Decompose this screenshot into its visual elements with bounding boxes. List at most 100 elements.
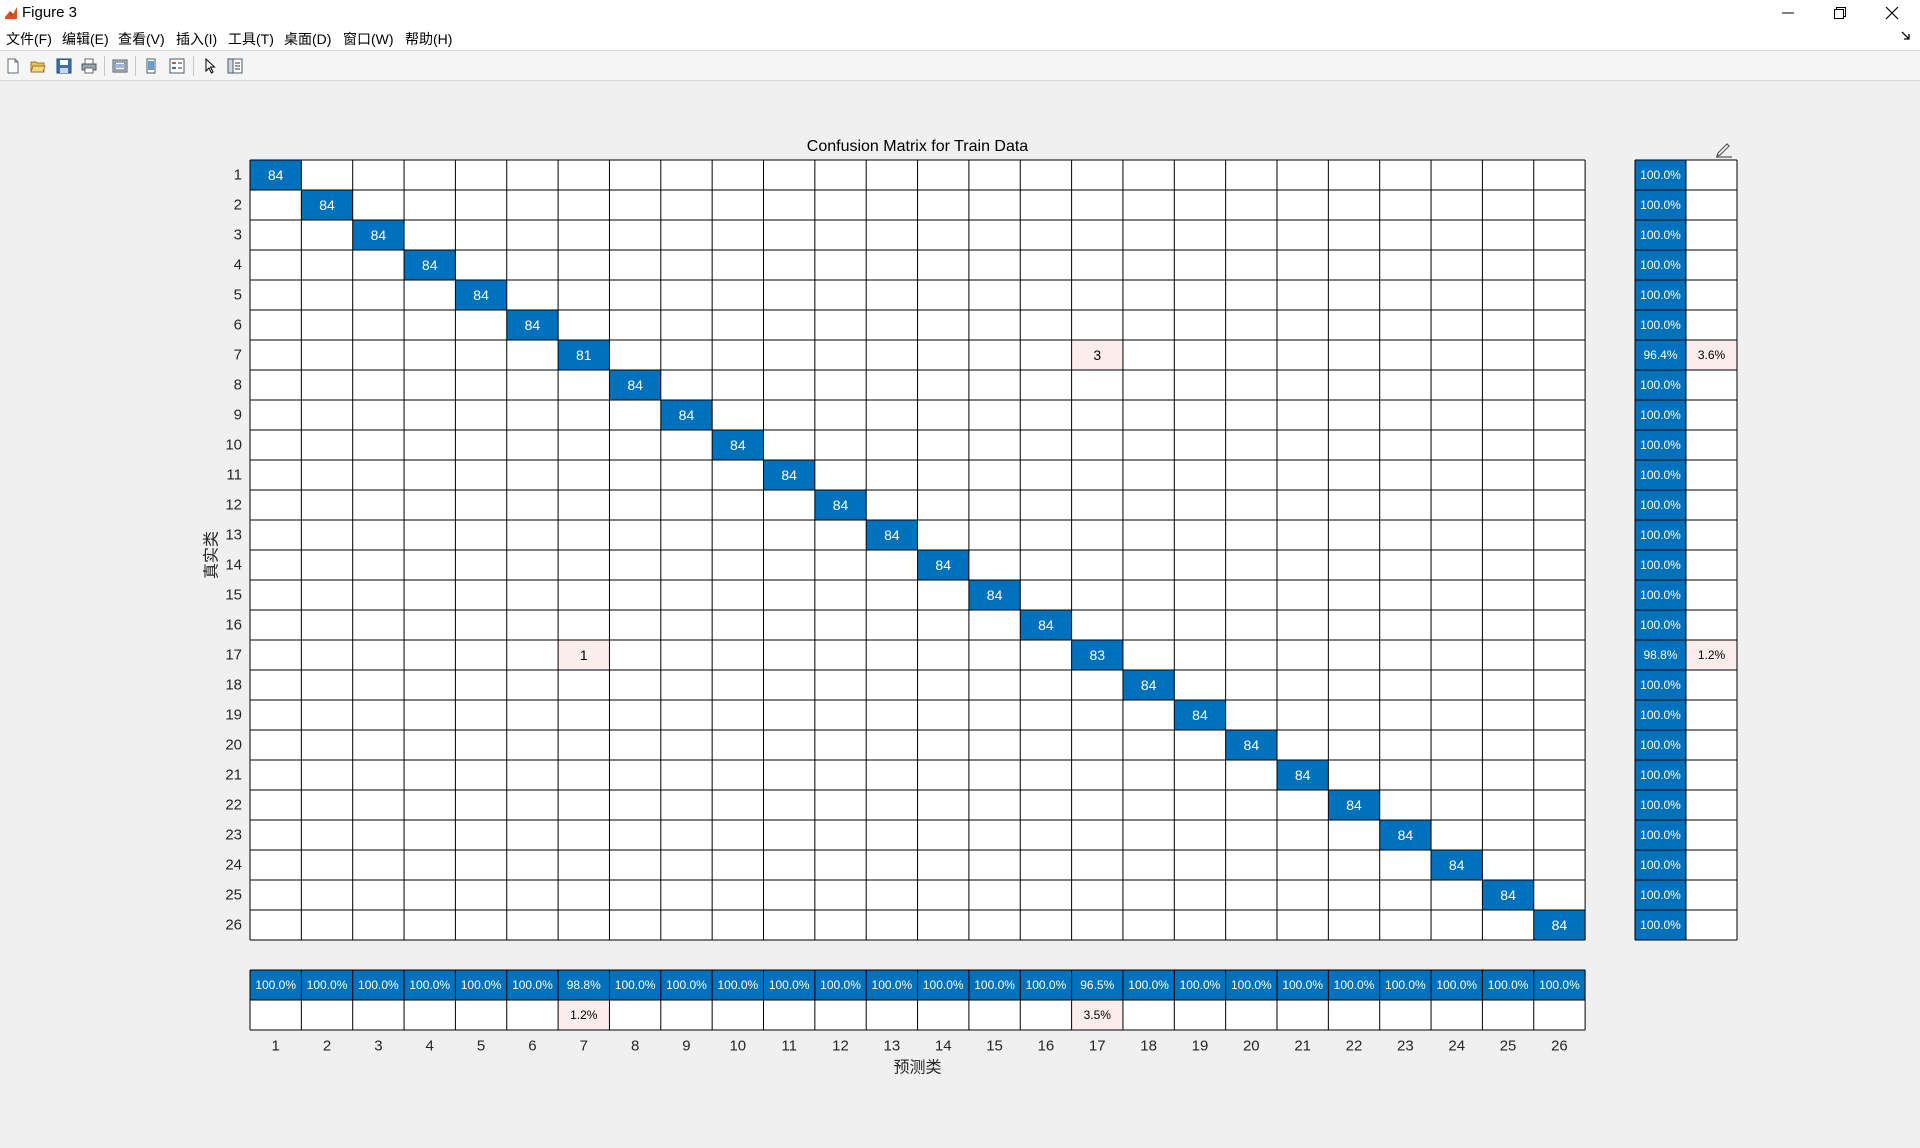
menu-file[interactable]: 文件(F) [6, 31, 52, 47]
y-tick-label: 9 [234, 407, 242, 424]
x-tick-label: 4 [426, 1038, 434, 1055]
matrix-cell-value: 84 [1244, 737, 1260, 753]
menu-tools[interactable]: 工具(T) [228, 31, 274, 47]
row-summary-correct: 98.8% [1643, 648, 1677, 662]
row-summary-correct: 100.0% [1640, 288, 1681, 302]
matrix-cell-diagonal [968, 580, 1021, 610]
link-plot-button[interactable] [140, 55, 162, 77]
print-button[interactable] [78, 55, 100, 77]
column-summary-correct: 100.0% [358, 978, 399, 992]
matrix-cell-value: 84 [319, 197, 335, 213]
matrix-cell-value: 84 [833, 497, 849, 513]
matrix-cell-diagonal [866, 520, 918, 550]
property-inspector-button[interactable] [224, 55, 246, 77]
column-summary-correct-cell [660, 970, 713, 1000]
row-summary-correct-cell [1635, 430, 1686, 460]
matrix-cell-diagonal [814, 490, 867, 520]
column-summary-correct-cell [814, 970, 867, 1000]
row-summary-correct-cell [1635, 460, 1686, 490]
menu-window[interactable]: 窗口(W) [343, 31, 394, 47]
menu-desktop[interactable]: 桌面(D) [284, 31, 332, 47]
select-pointer-button[interactable] [199, 55, 221, 77]
matrix-cell-diagonal [1328, 790, 1380, 820]
x-tick-label: 12 [832, 1038, 849, 1055]
x-tick-label: 20 [1243, 1038, 1260, 1055]
y-tick-label: 20 [225, 737, 242, 754]
row-summary-correct: 100.0% [1640, 888, 1681, 902]
row-summary-correct-cell [1635, 280, 1686, 310]
row-summary-correct-cell [1635, 520, 1686, 550]
menu-help[interactable]: 帮助(H) [405, 31, 453, 47]
y-tick-label: 13 [225, 527, 242, 544]
row-summary-correct: 100.0% [1640, 828, 1681, 842]
column-summary-correct-cell [558, 970, 610, 1000]
column-summary-correct: 100.0% [1436, 978, 1477, 992]
matrix-cell-diagonal [352, 220, 405, 250]
row-summary-correct: 100.0% [1640, 498, 1681, 512]
column-summary-correct: 100.0% [1180, 978, 1221, 992]
minimize-button[interactable] [1762, 0, 1814, 26]
column-summary-correct-cell [1225, 970, 1277, 1000]
open-file-button[interactable] [27, 55, 49, 77]
restore-icon [1834, 7, 1846, 19]
x-tick-label: 7 [580, 1038, 588, 1055]
matrix-cell-diagonal [558, 340, 610, 370]
column-summary-correct: 100.0% [1128, 978, 1169, 992]
menu-bar: 文件(F) 编辑(E) 查看(V) 插入(I) 工具(T) 桌面(D) 窗口(W… [0, 26, 1920, 51]
close-button[interactable] [1866, 0, 1918, 26]
matlab-logo-icon [5, 7, 17, 19]
matrix-cell-value: 84 [679, 407, 695, 423]
menu-edit[interactable]: 编辑(E) [62, 31, 109, 47]
dock-arrow-icon[interactable] [1900, 30, 1912, 42]
column-summary-correct: 100.0% [1539, 978, 1580, 992]
x-tick-label: 13 [884, 1038, 901, 1055]
new-figure-button[interactable] [2, 55, 24, 77]
row-summary-correct-cell [1635, 370, 1686, 400]
restore-button[interactable] [1814, 0, 1866, 26]
row-summary-correct: 100.0% [1640, 528, 1681, 542]
y-tick-label: 25 [225, 887, 242, 904]
row-summary-correct: 100.0% [1640, 168, 1681, 182]
print-preview-button[interactable] [109, 55, 131, 77]
x-tick-label: 15 [986, 1038, 1003, 1055]
column-summary-correct-cell [1020, 970, 1072, 1000]
column-summary-correct: 100.0% [820, 978, 861, 992]
row-summary-correct: 100.0% [1640, 438, 1681, 452]
matrix-cell-diagonal [1225, 730, 1277, 760]
y-tick-label: 12 [225, 497, 242, 514]
row-summary-correct: 100.0% [1640, 588, 1681, 602]
row-summary-correct-cell [1635, 490, 1686, 520]
column-summary-correct: 100.0% [872, 978, 913, 992]
save-button[interactable] [53, 55, 75, 77]
column-summary-correct: 98.8% [567, 978, 601, 992]
column-summary-incorrect: 3.5% [1084, 1008, 1112, 1022]
row-summary-correct-cell [1635, 670, 1686, 700]
row-summary-correct-cell [1635, 700, 1686, 730]
row-summary-incorrect: 1.2% [1698, 648, 1726, 662]
column-summary-correct: 100.0% [461, 978, 502, 992]
edit-plot-icon[interactable] [1714, 138, 1734, 158]
x-tick-label: 11 [781, 1038, 797, 1055]
y-tick-label: 2 [234, 197, 242, 214]
matrix-cell-diagonal [1071, 640, 1123, 670]
row-summary-correct-cell [1635, 340, 1686, 370]
insert-legend-button[interactable] [166, 55, 188, 77]
link-plot-icon [146, 58, 156, 74]
row-summary-correct: 100.0% [1640, 618, 1681, 632]
column-summary-correct: 100.0% [1026, 978, 1067, 992]
row-summary-correct-cell [1635, 790, 1686, 820]
matrix-cell-diagonal [763, 460, 815, 490]
matrix-cell-diagonal [1020, 610, 1072, 640]
matrix-cell-value: 84 [730, 437, 746, 453]
matrix-cell-diagonal [250, 160, 302, 190]
matrix-cell-value: 84 [627, 377, 643, 393]
row-summary-correct: 100.0% [1640, 228, 1681, 242]
column-summary-correct-cell [763, 970, 815, 1000]
y-tick-label: 21 [225, 767, 242, 784]
row-summary-incorrect-cell [1686, 640, 1737, 670]
row-summary-correct: 100.0% [1640, 738, 1681, 752]
menu-insert[interactable]: 插入(I) [176, 31, 218, 47]
y-tick-label: 23 [225, 827, 242, 844]
menu-view[interactable]: 查看(V) [118, 31, 165, 47]
row-summary-incorrect-cell [1686, 340, 1737, 370]
